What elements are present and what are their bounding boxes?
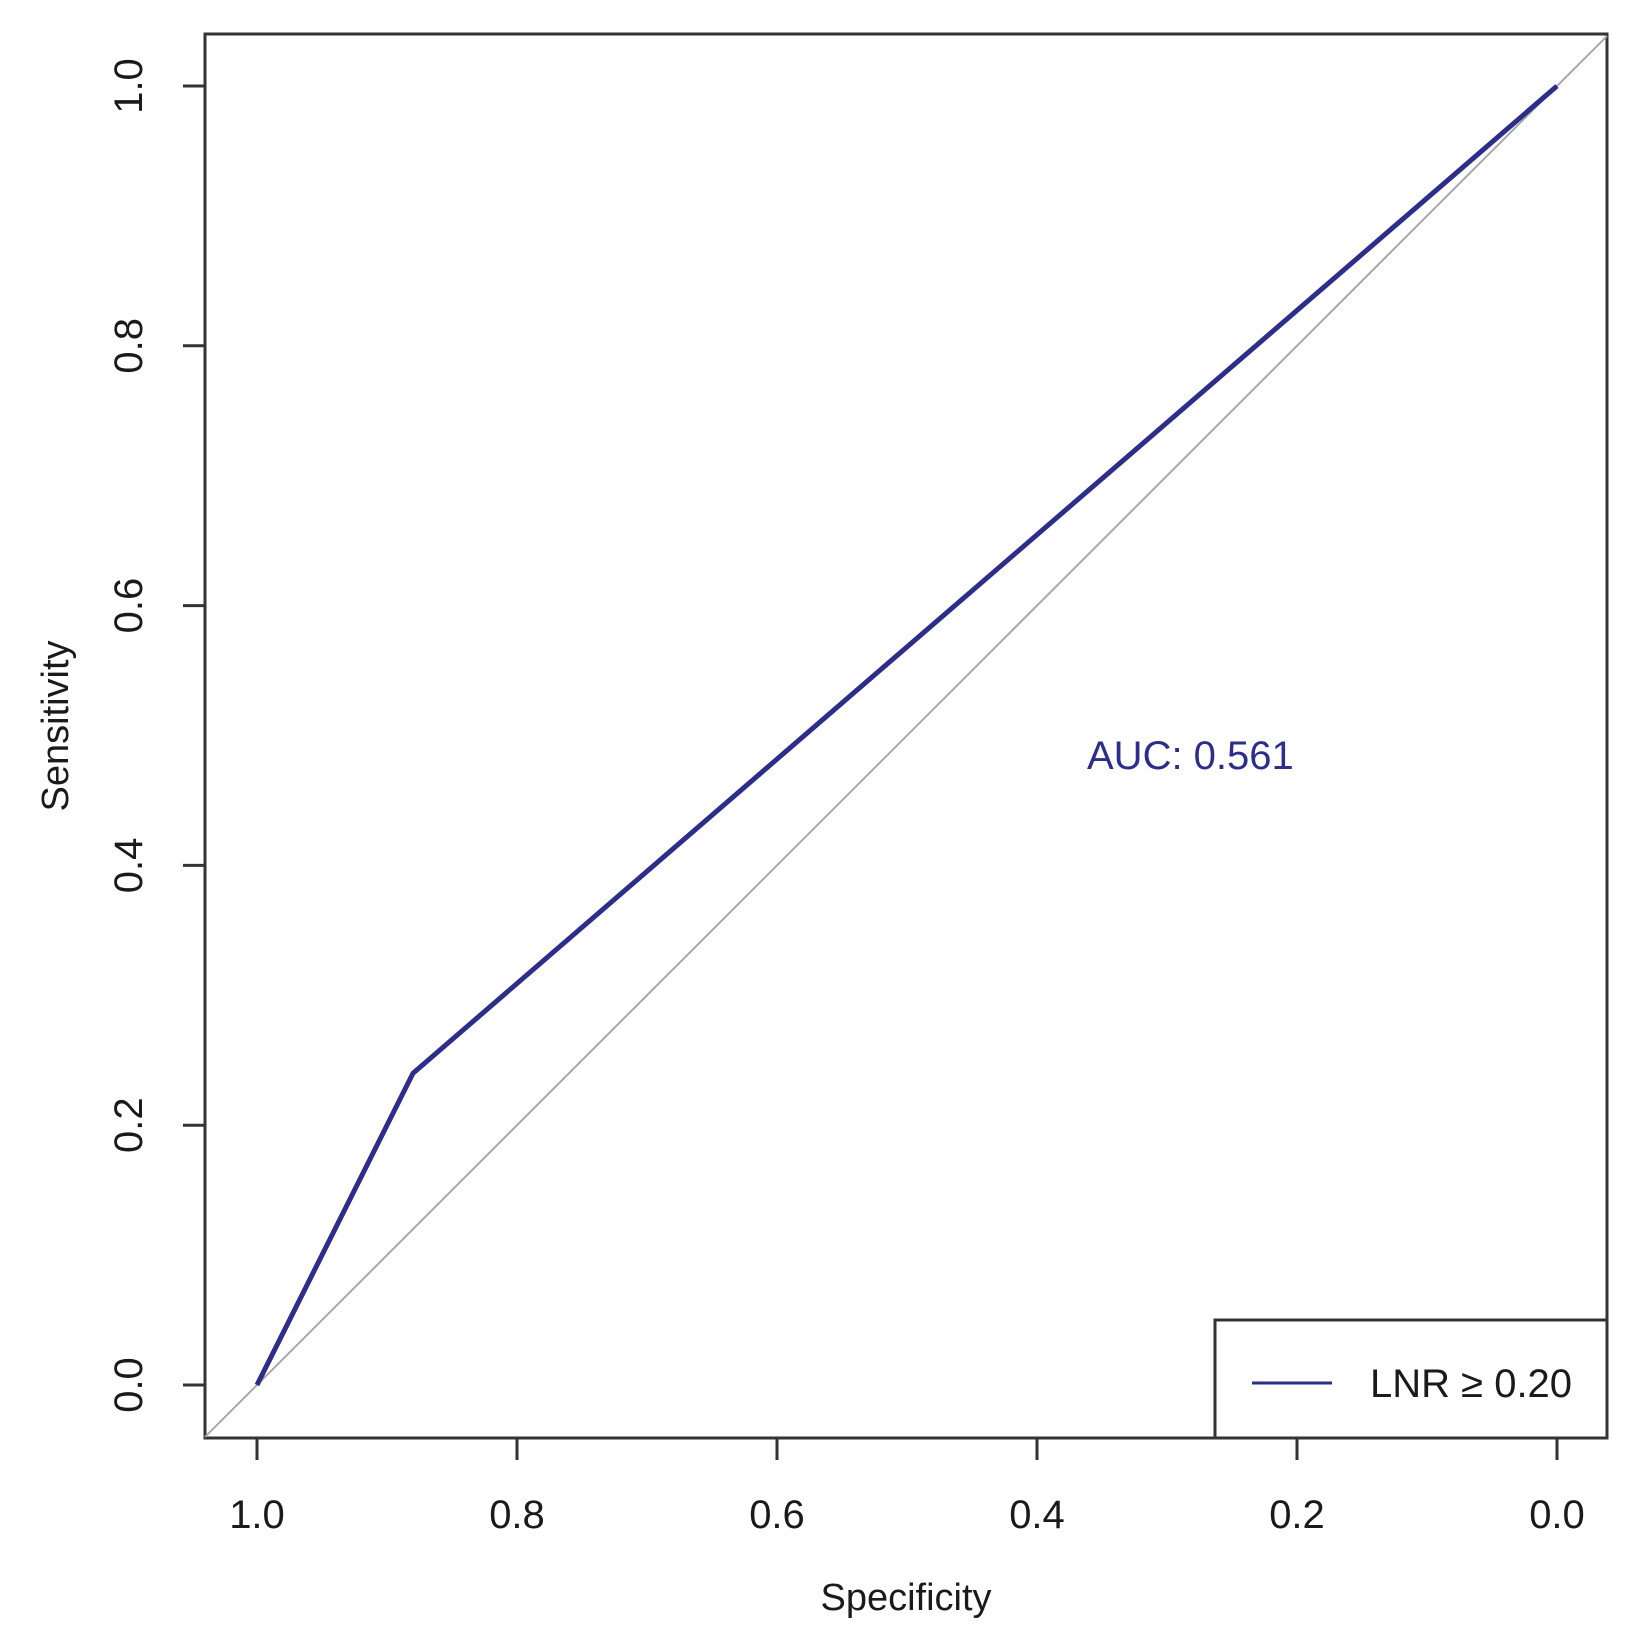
x-axis-label: Specificity — [820, 1577, 991, 1619]
legend-label: LNR ≥ 0.20 — [1370, 1362, 1572, 1406]
y-tick-label: 0.6 — [107, 578, 151, 634]
y-axis: 0.0 0.2 0.4 0.6 0.8 1.0 — [107, 58, 207, 1413]
legend-box — [1213, 1318, 1609, 1440]
y-tick-label: 0.0 — [107, 1357, 151, 1413]
y-tick-label: 1.0 — [107, 58, 151, 114]
x-tick-label: 0.6 — [749, 1493, 805, 1537]
roc-curve-line — [254, 84, 1559, 1387]
auc-annotation: AUC: 0.561 — [1087, 734, 1294, 778]
y-axis-label: Sensitivity — [35, 640, 77, 811]
x-tick-label: 0.2 — [1269, 1493, 1325, 1537]
x-tick-label: 1.0 — [229, 1493, 285, 1537]
x-tick-label: 0.8 — [489, 1493, 545, 1537]
reference-diagonal-line — [204, 35, 1608, 1438]
y-tick-label: 0.4 — [107, 838, 151, 894]
legend: LNR ≥ 0.20 — [1213, 1318, 1609, 1440]
y-tick-label: 0.2 — [107, 1097, 151, 1153]
x-tick-label: 0.4 — [1009, 1493, 1065, 1537]
x-tick-label: 0.0 — [1529, 1493, 1585, 1537]
x-axis: 1.0 0.8 0.6 0.4 0.2 0.0 — [229, 1436, 1585, 1537]
y-tick-label: 0.8 — [107, 318, 151, 374]
